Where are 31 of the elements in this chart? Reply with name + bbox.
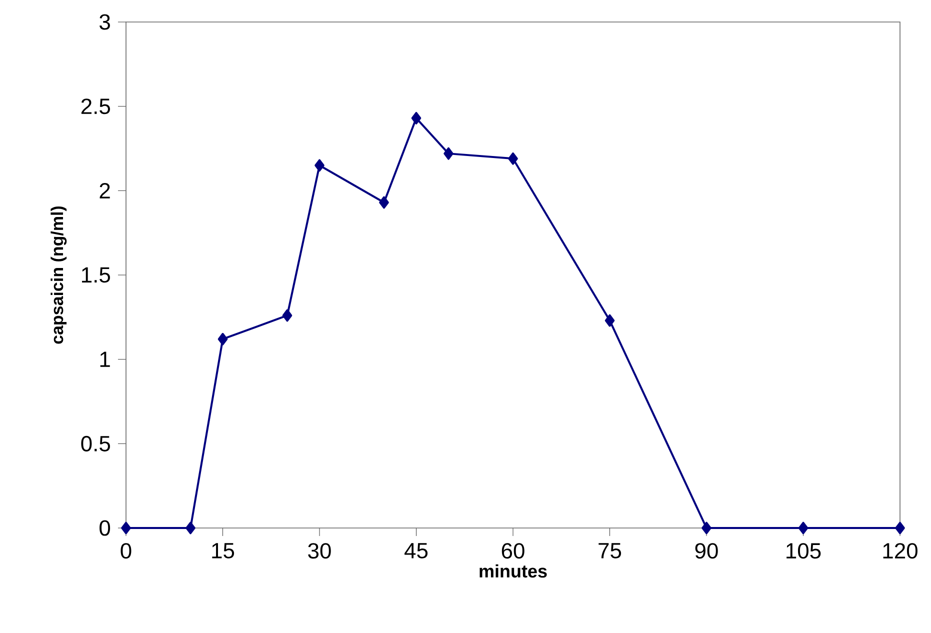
x-tick-label: 105 <box>786 543 821 559</box>
point <box>702 522 712 534</box>
x-tick-label: 120 <box>883 543 918 559</box>
x-tick-label: 30 <box>308 543 331 559</box>
point <box>508 152 518 165</box>
y-tick-label: 2.5 <box>81 98 110 114</box>
point <box>411 112 422 124</box>
point <box>444 147 454 160</box>
y-tick-label: 1 <box>100 352 110 367</box>
point <box>186 522 196 534</box>
point <box>604 314 615 327</box>
x-tick-label: 75 <box>598 543 622 558</box>
x-tick-label: 0 <box>120 543 132 559</box>
point <box>314 159 324 172</box>
point <box>379 196 389 209</box>
y-tick-label: 3 <box>100 14 110 30</box>
y-tick-label: 2 <box>100 183 110 198</box>
point <box>282 309 292 322</box>
x-tick-label: 90 <box>695 543 718 559</box>
y-tick-label: 1.5 <box>82 267 110 283</box>
point <box>121 522 131 534</box>
point <box>798 522 808 534</box>
y-axis-title: capsaicin (ng/ml) <box>50 206 67 344</box>
point <box>218 332 228 346</box>
x-tick-label: 15 <box>212 543 234 558</box>
x-tick-label: 45 <box>404 543 428 558</box>
y-tick-label: 0.5 <box>81 436 110 452</box>
point <box>895 522 905 534</box>
y-tick-label: 0 <box>100 520 110 536</box>
x-axis-title: minutes <box>480 564 547 578</box>
x-tick-label: 60 <box>502 543 524 559</box>
